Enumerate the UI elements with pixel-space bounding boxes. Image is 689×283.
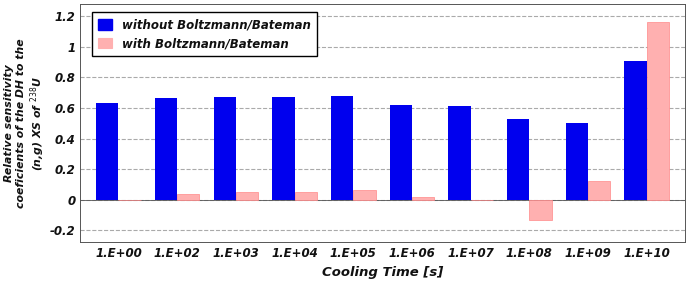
Bar <box>331 96 353 200</box>
Bar <box>507 119 529 200</box>
Bar <box>236 192 258 200</box>
Bar <box>588 181 610 200</box>
Bar <box>529 200 552 220</box>
Bar <box>353 190 376 200</box>
Bar <box>412 197 434 200</box>
Bar <box>155 98 177 200</box>
Bar <box>96 103 119 200</box>
X-axis label: Cooling Time [s]: Cooling Time [s] <box>322 266 443 279</box>
Bar <box>294 192 317 200</box>
Legend: without Boltzmann/Bateman, with Boltzmann/Bateman: without Boltzmann/Bateman, with Boltzman… <box>92 12 316 56</box>
Bar <box>214 97 236 200</box>
Bar <box>449 106 471 200</box>
Y-axis label: Relative sensitivity
coeficients of the DH to the
(n,g) XS of $^{238}$U: Relative sensitivity coeficients of the … <box>4 38 47 208</box>
Bar <box>566 123 588 200</box>
Bar <box>272 97 294 200</box>
Bar <box>647 22 669 200</box>
Bar <box>177 194 199 200</box>
Bar <box>624 61 647 200</box>
Bar <box>389 105 412 200</box>
